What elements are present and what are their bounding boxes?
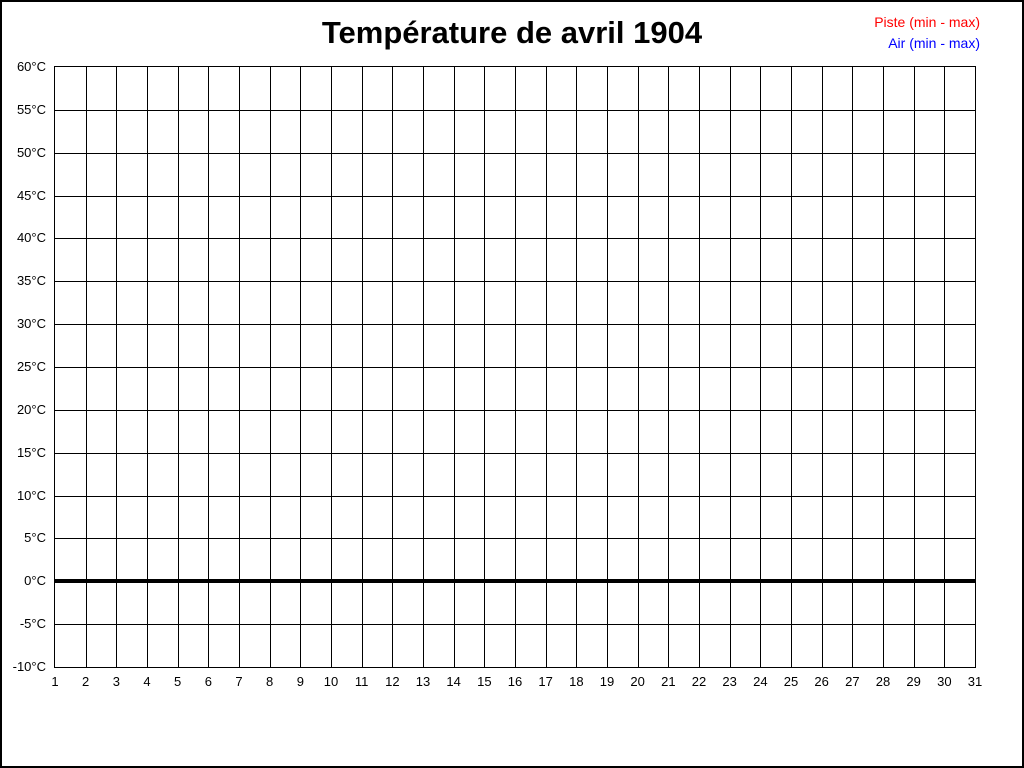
x-tick-label: 21 [661, 674, 676, 689]
y-tick-label: 45°C [16, 187, 46, 203]
x-tick-label: 14 [446, 674, 461, 689]
x-tick-label: 25 [783, 674, 799, 689]
gridline-horizontal [55, 538, 975, 539]
x-tick-label: 22 [691, 674, 707, 689]
gridline-horizontal [55, 196, 975, 197]
x-tick-label: 2 [82, 674, 90, 689]
x-tick-label: 26 [814, 674, 829, 689]
chart-title: Température de avril 1904 [321, 15, 703, 50]
gridline-horizontal [55, 238, 975, 239]
x-tick-label: 18 [569, 674, 584, 689]
y-tick-label: 15°C [16, 444, 46, 460]
gridline-horizontal [55, 624, 975, 625]
x-tick-label: 13 [415, 674, 431, 689]
x-tick-label: 3 [112, 674, 120, 689]
x-tick-label: 16 [507, 674, 523, 689]
x-tick-label: 17 [538, 674, 553, 689]
x-tick-label: 11 [354, 674, 369, 689]
x-tick-label: 10 [323, 674, 339, 689]
x-tick-label: 12 [385, 674, 400, 689]
y-tick-label: 50°C [16, 144, 46, 160]
y-tick-label: 25°C [16, 359, 46, 374]
x-tick-label: 8 [266, 674, 274, 689]
x-tick-label: 9 [296, 674, 304, 689]
gridline-horizontal [55, 281, 975, 282]
legend-item-piste: Piste (min - max) [874, 14, 980, 30]
gridline-horizontal [55, 324, 975, 325]
x-tick-label: 23 [722, 674, 737, 689]
gridline-horizontal [55, 453, 975, 454]
gridline-horizontal [55, 110, 975, 111]
x-tick-label: 31 [967, 674, 983, 689]
legend-item-air: Air (min - max) [888, 35, 980, 51]
y-tick-label: 35°C [16, 273, 46, 289]
x-tick-label: 5 [174, 674, 182, 689]
x-tick-label: 30 [937, 674, 952, 689]
x-tick-label: 1 [51, 674, 59, 689]
x-tick-label: 24 [753, 674, 768, 689]
y-tick-label: -10°C [12, 659, 46, 674]
y-tick-label: 40°C [16, 230, 46, 246]
plot-area [54, 66, 976, 668]
y-tick-label: 10°C [16, 487, 46, 503]
gridline-horizontal [55, 410, 975, 411]
gridline-horizontal [55, 367, 975, 368]
x-tick-label: 4 [143, 674, 151, 689]
y-tick-label: 30°C [16, 316, 46, 332]
y-tick-label: -5°C [19, 616, 46, 632]
x-tick-label: 19 [599, 674, 615, 689]
x-tick-label: 28 [875, 674, 891, 689]
x-tick-label: 7 [235, 674, 243, 689]
zero-line [55, 579, 975, 583]
x-tick-label: 20 [630, 674, 645, 689]
y-tick-label: 55°C [16, 101, 46, 117]
x-tick-label: 15 [477, 674, 492, 689]
legend: Piste (min - max) Air (min - max) [874, 12, 980, 54]
gridline-horizontal [55, 496, 975, 497]
x-tick-label: 27 [845, 674, 860, 689]
gridline-horizontal [55, 153, 975, 154]
y-tick-label: 0°C [24, 573, 46, 589]
x-tick-label: 29 [906, 674, 921, 689]
x-tick-label: 6 [204, 674, 212, 689]
y-tick-label: 20°C [16, 401, 46, 417]
y-tick-label: 5°C [24, 530, 46, 546]
y-tick-label: 60°C [16, 59, 46, 74]
